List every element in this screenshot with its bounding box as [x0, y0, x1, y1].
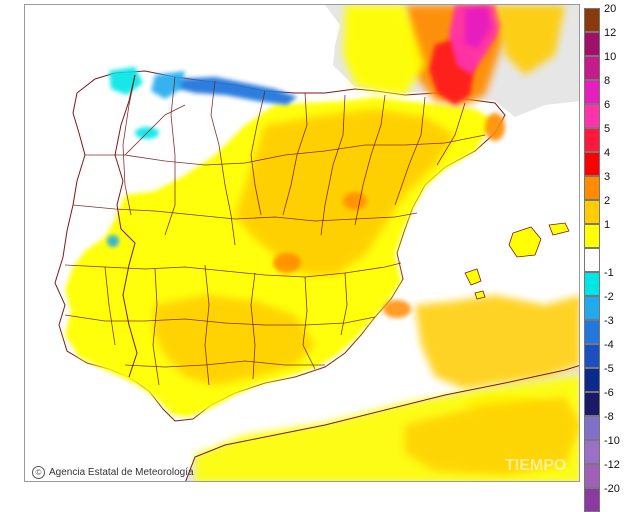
legend-swatch	[584, 464, 600, 488]
legend-swatch	[584, 368, 600, 392]
legend-label: -1	[604, 267, 614, 279]
balearic-menorca	[548, 222, 570, 236]
legend-swatch	[584, 488, 600, 512]
legend-swatch	[584, 176, 600, 200]
legend-label: 20	[604, 3, 617, 15]
anomaly-cold-lightblue	[151, 71, 185, 99]
portugal-border	[114, 74, 138, 378]
legend-label: 1	[604, 219, 611, 231]
legend-label: 4	[604, 147, 611, 159]
legend-swatch	[584, 296, 600, 320]
legend-label: 3	[604, 171, 611, 183]
anomaly-pyrenees-violet	[465, 7, 491, 49]
legend-label: -6	[604, 387, 614, 399]
legend-label: 5	[604, 123, 611, 135]
legend-label: -10	[604, 435, 620, 447]
figure: TIEMPO © Agencia Estatal de Meteorología…	[24, 3, 628, 512]
aemet-logo-icon: ©	[32, 466, 45, 479]
anomaly-cold-cyan	[109, 67, 143, 95]
legend-label: -8	[604, 411, 614, 423]
legend-label: 12	[604, 27, 617, 39]
legend-label: -5	[604, 363, 614, 375]
color-legend: 20 12 10 8 6 5 4 3 2 1 -1 -2 -3 -4 -5 -6 -8 -10 -12 -20	[584, 4, 628, 512]
anomaly-map: TIEMPO	[24, 4, 580, 482]
legend-label: -3	[604, 315, 614, 327]
legend-swatch	[584, 440, 600, 464]
legend-label: 10	[604, 51, 617, 63]
legend-swatch	[584, 8, 600, 32]
anomaly-cold-blue	[175, 77, 297, 105]
anomaly-3e	[485, 113, 505, 141]
anomaly-3b	[343, 192, 367, 210]
anomaly-3a	[273, 253, 301, 273]
credit: © Agencia Estatal de Meteorología	[32, 466, 194, 479]
legend-swatch	[584, 128, 600, 152]
legend-swatch	[584, 80, 600, 104]
legend-swatch	[584, 104, 600, 128]
legend-swatch	[584, 152, 600, 176]
anomaly-france-yellow	[343, 5, 425, 95]
anomaly-2b	[153, 295, 315, 385]
legend-swatch	[584, 344, 600, 368]
anomaly-3c	[383, 300, 411, 318]
balearic-mallorca	[508, 226, 542, 258]
legend-swatch	[584, 392, 600, 416]
africa-coast	[185, 365, 579, 481]
legend-label: -12	[604, 459, 620, 471]
legend-swatch	[584, 320, 600, 344]
anomaly-2	[235, 109, 455, 275]
balearic-formentera	[474, 290, 486, 300]
balearic-ibiza	[464, 268, 482, 286]
credit-text: Agencia Estatal de Meteorología	[49, 467, 194, 478]
anomaly-cold-cyan-3	[107, 235, 119, 247]
province-borders	[64, 74, 486, 386]
legend-label: 8	[604, 75, 611, 87]
watermark: TIEMPO	[505, 457, 567, 474]
legend-label: 2	[604, 195, 611, 207]
legend-swatch-zero	[584, 248, 600, 272]
legend-swatch	[584, 224, 600, 248]
legend-swatch	[584, 32, 600, 56]
legend-swatch	[584, 56, 600, 80]
legend-label: -4	[604, 339, 614, 351]
anomaly-france-east	[495, 5, 565, 75]
legend-label: -20	[604, 483, 620, 495]
legend-label: 6	[604, 99, 611, 111]
legend-swatch	[584, 200, 600, 224]
anomaly-africa-2	[405, 397, 579, 475]
legend-swatch	[584, 272, 600, 296]
anomaly-2c	[415, 295, 579, 389]
legend-swatch	[584, 416, 600, 440]
legend-label: -2	[604, 291, 614, 303]
map-canvas	[25, 5, 579, 481]
